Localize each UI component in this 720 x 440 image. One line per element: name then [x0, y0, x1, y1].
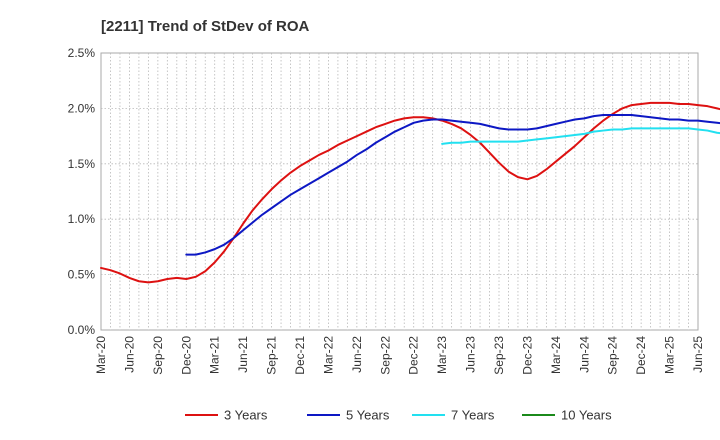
x-tick-label: Mar-23: [435, 336, 449, 374]
x-tick-label: Mar-24: [549, 336, 563, 374]
x-tick-label: Mar-21: [208, 336, 222, 374]
x-tick-label: Jun-22: [350, 336, 364, 373]
series-line-5-years: [185, 114, 720, 256]
x-tick-label: Sep-23: [492, 336, 506, 375]
y-gridlines: [101, 108, 698, 276]
y-tick-label: 2.0%: [68, 101, 96, 115]
y-tick-label: 0.0%: [68, 323, 96, 337]
x-gridlines: [110, 53, 689, 330]
y-tick-label: 1.0%: [68, 212, 96, 226]
legend: 3 Years 5 Years 7 Years 10 Years: [185, 408, 612, 423]
x-tick-label: Dec-24: [634, 336, 648, 375]
series-lines: [100, 101, 720, 284]
legend-label-3-years: 3 Years: [224, 408, 268, 423]
x-tick-label: Mar-25: [663, 336, 677, 374]
legend-label-5-years: 5 Years: [346, 408, 390, 423]
x-tick-label: Sep-21: [265, 336, 279, 375]
legend-label-10-years: 10 Years: [561, 408, 612, 423]
x-tick-label: Dec-20: [179, 336, 193, 375]
x-tick-label: Mar-22: [321, 336, 335, 374]
y-axis-tick-labels: 0.0% 0.5% 1.0% 1.5% 2.0% 2.5%: [68, 46, 96, 337]
x-tick-label: Dec-21: [293, 336, 307, 375]
x-axis-tick-labels: Mar-20 Jun-20 Sep-20 Dec-20 Mar-21 Jun-21 Sep-…: [94, 336, 705, 375]
x-tick-label: Mar-20: [94, 336, 108, 374]
x-tick-label: Sep-20: [151, 336, 165, 375]
x-tick-label: Dec-22: [407, 336, 421, 375]
legend-label-7-years: 7 Years: [451, 408, 495, 423]
y-tick-label: 0.5%: [68, 268, 96, 282]
plot-area: [100, 52, 699, 331]
y-tick-label: 2.5%: [68, 46, 96, 60]
x-tick-label: Sep-22: [378, 336, 392, 375]
x-tick-label: Sep-24: [606, 336, 620, 375]
chart-title: [2211] Trend of StDev of ROA: [101, 18, 310, 35]
series-line-3-years: [100, 101, 720, 284]
x-tick-label: Jun-21: [236, 336, 250, 373]
x-tick-label: Jun-24: [577, 336, 591, 373]
series-line-7-years: [441, 127, 720, 145]
x-tick-label: Jun-23: [464, 336, 478, 373]
x-tick-label: Jun-20: [122, 336, 136, 373]
x-tick-label: Jun-25: [691, 336, 705, 373]
y-tick-label: 1.5%: [68, 157, 96, 171]
x-tick-label: Dec-23: [520, 336, 534, 375]
